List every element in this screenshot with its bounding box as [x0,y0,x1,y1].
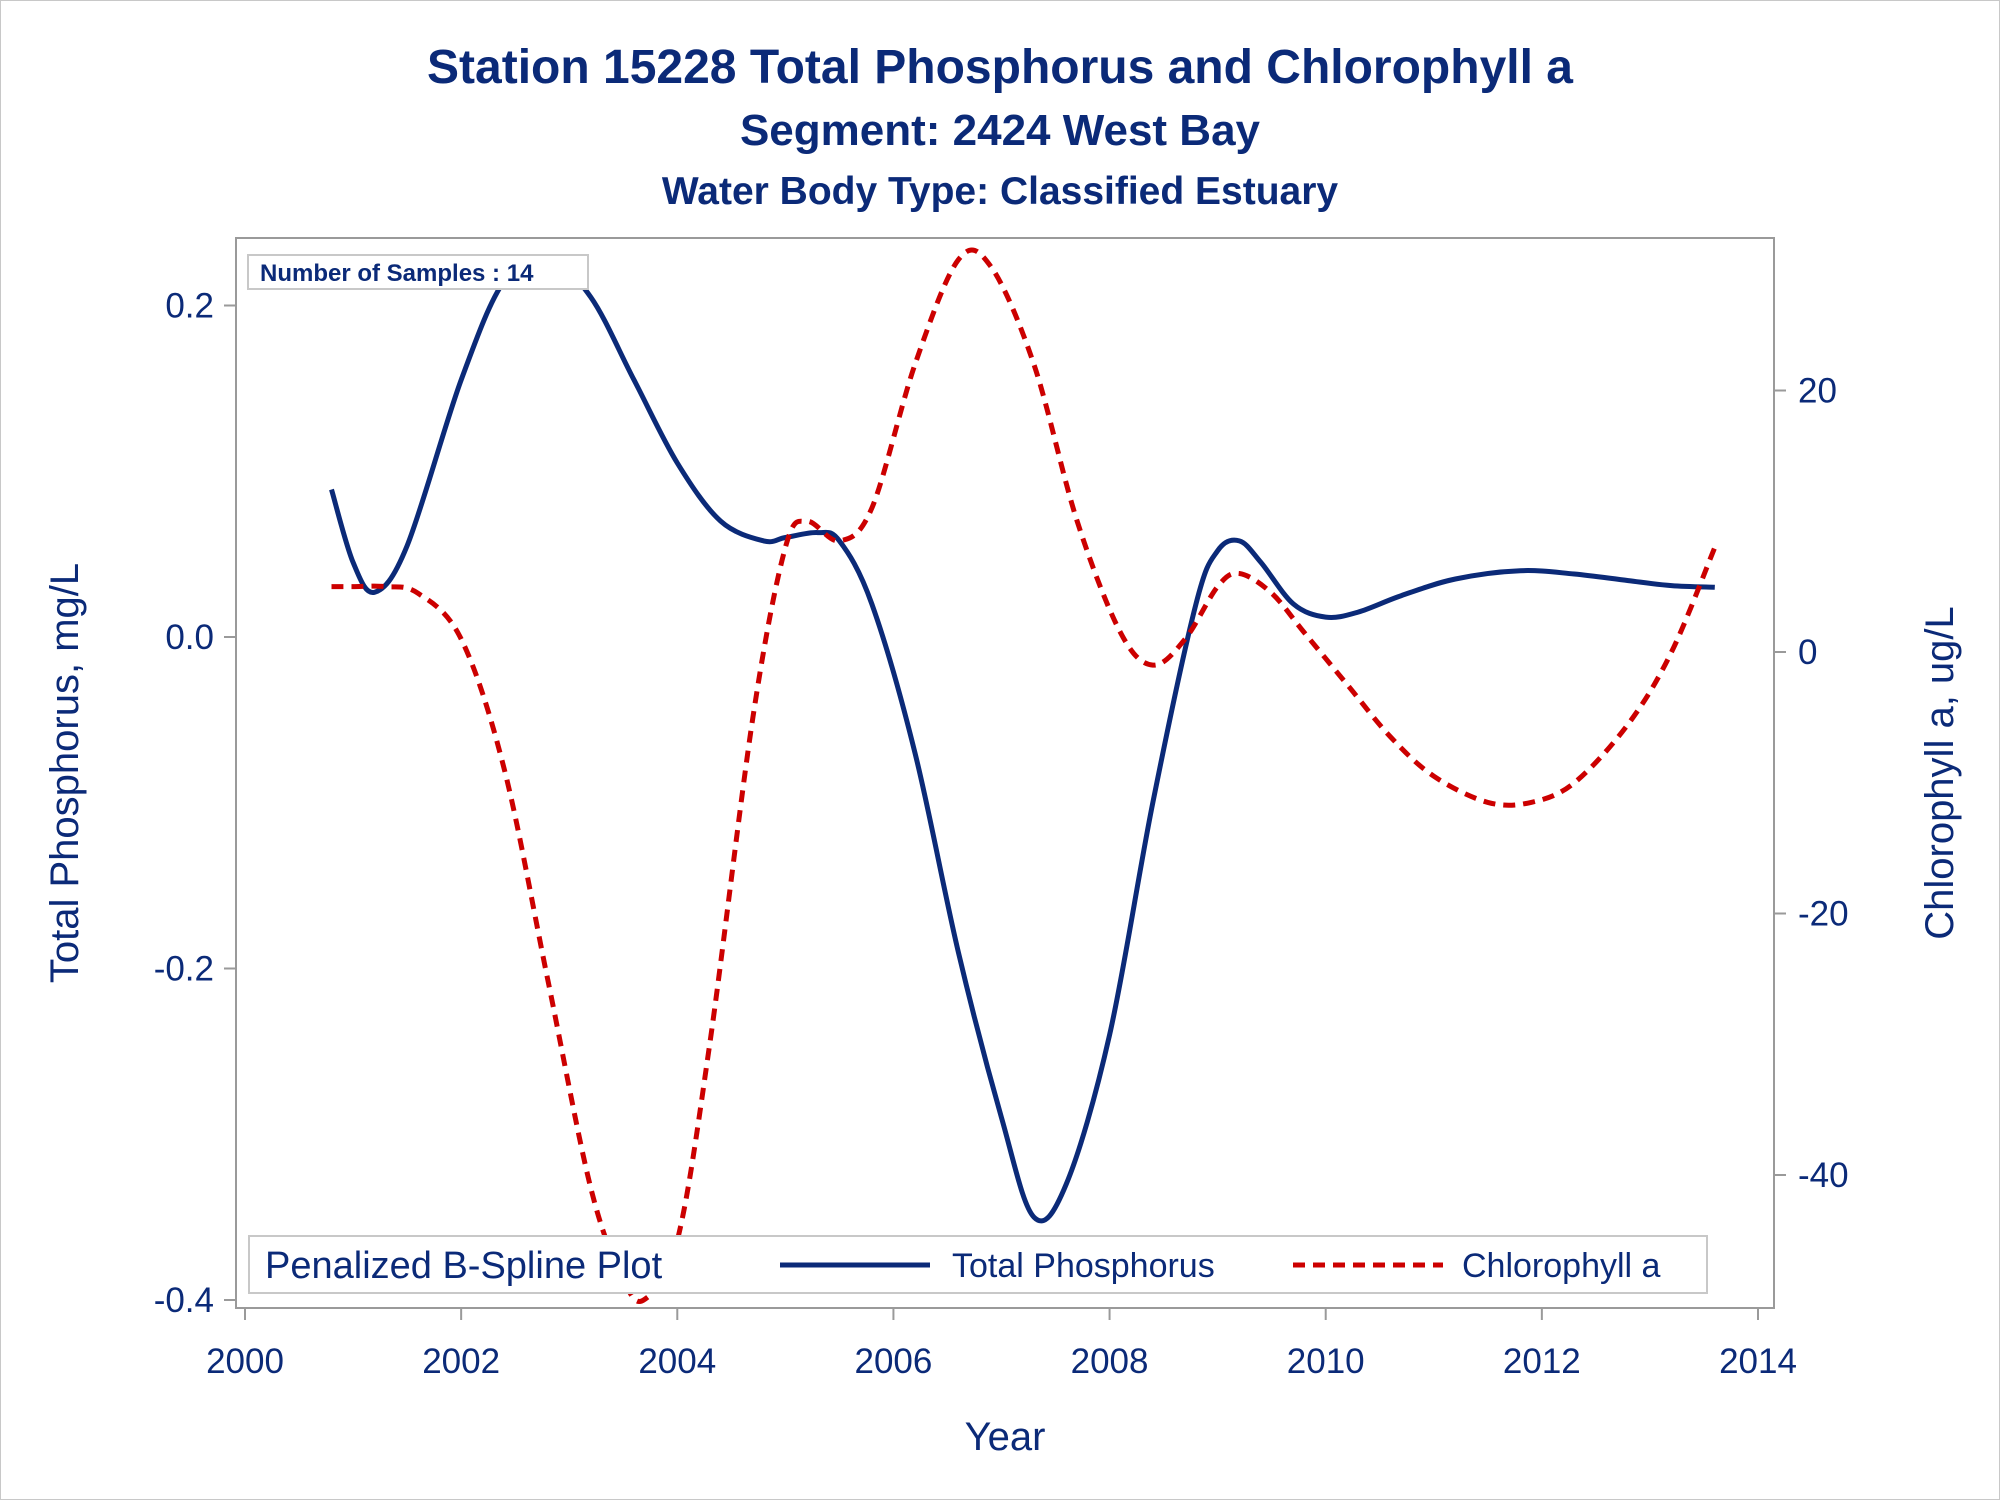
x-axis-label: Year [965,1415,1046,1459]
y-axis-left: 0.2 0.0 -0.2 -0.4 [154,287,236,1320]
chart-subtitle: Segment: 2424 West Bay [739,106,1261,155]
legend-label-total-phosphorus: Total Phosphorus [952,1247,1215,1285]
y-right-tick-label: -40 [1798,1156,1849,1195]
sample-count-label: Number of Samples : 14 [260,260,534,287]
y-left-tick-label: -0.2 [154,950,214,989]
y-axis-left-label: Total Phosphorus, mg/L [43,563,87,983]
y-right-tick-label: 0 [1798,633,1817,672]
legend-label-chlorophyll-a: Chlorophyll a [1462,1247,1661,1285]
y-left-tick-label: 0.2 [165,287,214,326]
y-left-tick-label: 0.0 [165,618,214,657]
chart-subtitle-2: Water Body Type: Classified Estuary [661,170,1339,213]
legend: Penalized B-Spline Plot Total Phosphorus… [248,1235,1708,1294]
legend-box [248,1235,1708,1294]
series-layer [329,247,1718,1304]
y-axis-right: 20 0 -20 -40 [1774,372,1849,1195]
chart-title: Station 15228 Total Phosphorus and Chlor… [427,41,1573,94]
x-tick-label: 2008 [1071,1342,1149,1381]
x-tick-label: 2000 [206,1342,284,1381]
y-right-tick-label: 20 [1798,372,1837,411]
sample-count-box: Number of Samples : 14 [247,254,589,290]
y-axis-right-label: Chlorophyll a, ug/L [1918,606,1962,940]
series-line-total-phosphorus [329,254,1715,1224]
x-tick-label: 2006 [854,1342,932,1381]
x-tick-label: 2014 [1719,1342,1797,1381]
x-tick-label: 2004 [638,1342,716,1381]
y-right-tick-label: -20 [1798,895,1849,934]
series-line-chlorophyll-a [331,247,1718,1304]
y-left-tick-label: -0.4 [154,1281,214,1320]
x-tick-label: 2010 [1287,1342,1365,1381]
x-tick-label: 2012 [1503,1342,1581,1381]
legend-title: Penalized B-Spline Plot [265,1245,663,1287]
x-axis: 2000 2002 2004 2006 2008 2010 2012 2014 [206,1307,1797,1381]
x-tick-label: 2002 [422,1342,500,1381]
plot-area [235,237,1775,1309]
